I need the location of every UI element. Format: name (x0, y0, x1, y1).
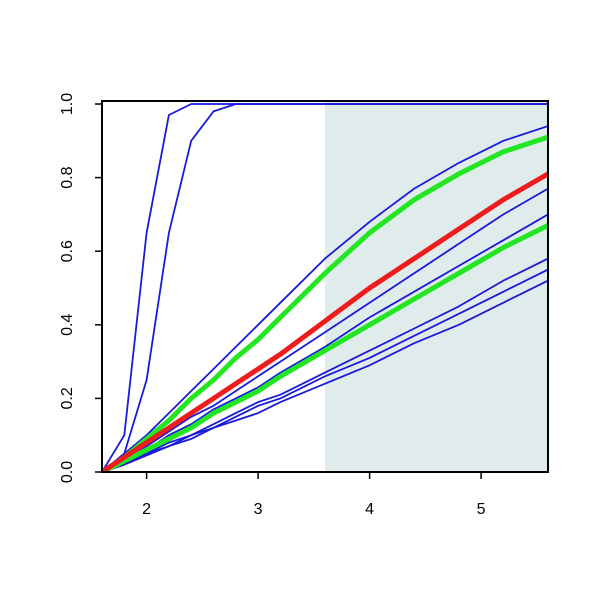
y-tick-label: 0.0 (59, 461, 76, 483)
series-line (102, 268, 548, 472)
plot-lines (102, 103, 548, 472)
y-tick-label: 0.8 (59, 166, 76, 188)
series-line (102, 125, 548, 472)
y-tick-label: 1.0 (59, 93, 76, 115)
series-line (102, 279, 548, 472)
plot-box (101, 100, 549, 473)
series-line (102, 103, 548, 472)
series-line (102, 171, 548, 472)
y-tick-label: 0.4 (59, 314, 76, 336)
x-tick-label: 4 (365, 501, 374, 518)
series-line (102, 187, 548, 472)
x-tick-label: 2 (142, 501, 151, 518)
series-line (102, 134, 548, 472)
y-tick-label: 0.2 (59, 387, 76, 409)
x-tick-label: 5 (477, 501, 486, 518)
series-line (102, 257, 548, 472)
y-tick-label: 0.6 (59, 240, 76, 262)
series-line (102, 222, 548, 472)
x-tick-label: 3 (254, 501, 263, 518)
